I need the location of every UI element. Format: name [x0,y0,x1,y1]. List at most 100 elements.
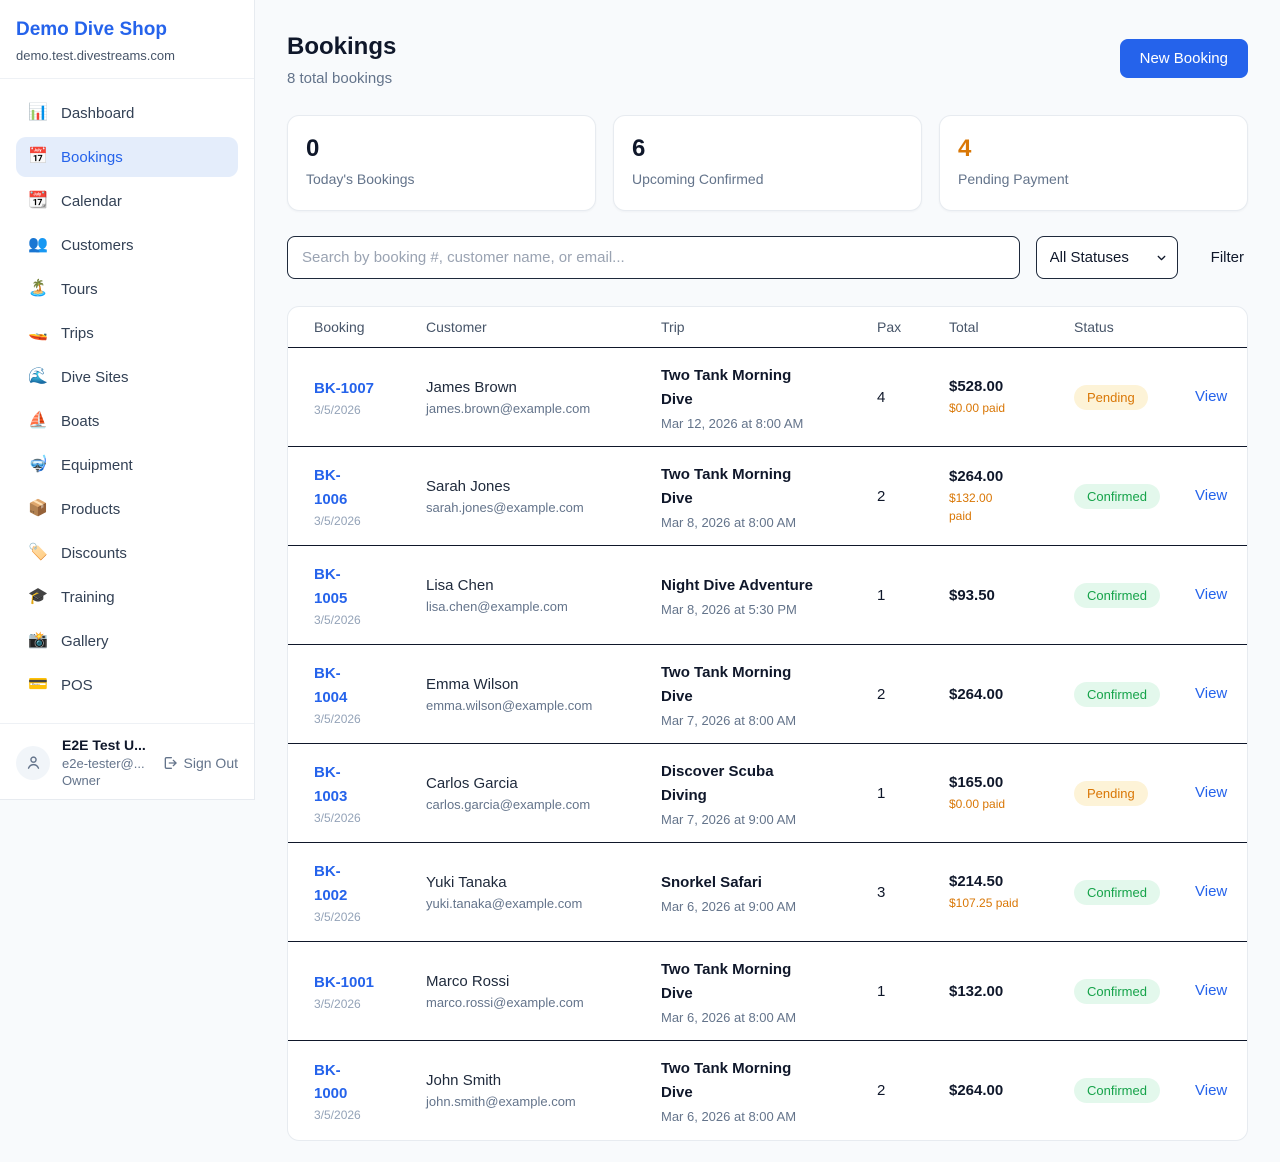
total-amount: $264.00 [949,685,1004,703]
user-email: e2e-tester@... [62,755,145,771]
column-header-customer: Customer [426,319,487,335]
actions-cell: View [1195,388,1231,406]
brand-name: Demo Dive Shop [16,19,167,40]
person-icon [27,756,39,770]
customer-name: Emma Wilson [426,675,519,693]
user-box: E2E Test U... e2e-tester@... Owner Sign … [0,723,254,802]
nav-item-label: Training [61,588,115,606]
trip-name: Two Tank Morning Dive [661,465,792,507]
customer-name: John Smith [426,1072,502,1089]
sidebar-item-boats[interactable]: ⛵ Boats [16,401,238,441]
status-badge: Confirmed [1074,879,1160,905]
pax-cell: 1 [877,784,886,802]
customer-name: Marco Rossi [426,972,510,990]
view-link[interactable]: View [1195,883,1228,900]
total-amount: $214.50 [949,872,1004,890]
sidebar-nav: 📊 Dashboard 📅 Bookings 📆 Calendar 👥 Cust… [0,79,254,723]
booking-cell: BK-1001 3/5/2026 [314,971,426,1011]
trip-cell: Snorkel Safari Mar 6, 2026 at 9:00 AM [661,871,877,914]
sidebar-item-bookings[interactable]: 📅 Bookings [16,137,238,177]
total-cell: $214.50 $107.25 paid [949,873,1074,912]
column-header-booking: Booking [314,319,365,335]
sidebar-item-tours[interactable]: 🏝️ Tours [16,269,238,309]
view-link[interactable]: View [1195,586,1228,603]
view-link[interactable]: View [1195,685,1228,702]
status-select[interactable]: All Statuses [1035,236,1178,279]
booking-date: 3/5/2026 [314,909,361,924]
status-select-wrap: All Statuses [1035,236,1178,279]
table-row: BK- 1000 3/5/2026 John Smith john.smith@… [288,1041,1247,1140]
booking-number-link[interactable]: BK- 1004 [314,665,348,706]
table-row: BK- 1004 3/5/2026 Emma Wilson emma.wilso… [288,645,1247,744]
view-link[interactable]: View [1195,982,1228,999]
pax-cell: 1 [877,586,886,604]
trip-name: Two Tank Morning Dive [661,663,792,705]
booking-cell: BK- 1006 3/5/2026 [314,464,426,528]
booking-date: 3/5/2026 [314,513,361,528]
trip-name: Two Tank Morning Dive [661,366,792,408]
total-amount: $264.00 [949,1082,1004,1099]
stat-card-today-s-bookings: 0 Today's Bookings [287,115,596,211]
booking-number-link[interactable]: BK-1001 [314,973,375,991]
booking-cell: BK- 1003 3/5/2026 [314,761,426,825]
customer-email: lisa.chen@example.com [426,598,568,614]
sidebar-item-dive-sites[interactable]: 🌊 Dive Sites [16,357,238,397]
pax-cell: 3 [877,883,886,901]
speedboat-icon: 🚤 [28,324,48,341]
page-subtitle: 8 total bookings [287,70,393,87]
island-icon: 🏝️ [28,280,48,297]
trip-time: Mar 7, 2026 at 8:00 AM [661,712,797,728]
filter-button[interactable]: Filter [1210,249,1244,266]
nav-item-label: Trips [61,324,94,342]
booking-number-link[interactable]: BK- 1003 [314,764,348,805]
trip-time: Mar 6, 2026 at 9:00 AM [661,898,797,914]
view-link[interactable]: View [1195,388,1228,405]
customer-name: Carlos Garcia [426,774,518,792]
trip-cell: Night Dive Adventure Mar 8, 2026 at 5:30… [661,574,877,617]
sidebar-item-dashboard[interactable]: 📊 Dashboard [16,93,238,133]
brand-domain: demo.test.divestreams.com [16,48,175,63]
column-header-status: Status [1074,319,1114,335]
sidebar-item-training[interactable]: 🎓 Training [16,577,238,617]
nav-item-label: Products [61,500,121,518]
booking-number-link[interactable]: BK-1007 [314,379,375,397]
nav-item-label: Discounts [61,544,127,562]
status-cell: Confirmed [1074,1078,1195,1103]
sign-out-button[interactable]: Sign Out [162,755,238,771]
sidebar-item-products[interactable]: 📦 Products [16,489,238,529]
booking-number-link[interactable]: BK- 1000 [314,1061,348,1102]
new-booking-button[interactable]: New Booking [1119,39,1248,78]
sidebar-item-discounts[interactable]: 🏷️ Discounts [16,533,238,573]
sidebar-item-trips[interactable]: 🚤 Trips [16,313,238,353]
brand-block: Demo Dive Shop demo.test.divestreams.com [0,0,254,79]
stat-value: 0 [306,135,320,162]
customer-name: Yuki Tanaka [426,873,507,891]
trip-time: Mar 12, 2026 at 8:00 AM [661,415,804,431]
pax-cell: 1 [877,982,886,1000]
nav-item-label: Dive Sites [61,368,129,386]
actions-cell: View [1195,685,1231,703]
sidebar-item-equipment[interactable]: 🤿 Equipment [16,445,238,485]
nav-item-label: Tours [61,280,98,298]
booking-number-link[interactable]: BK- 1005 [314,566,348,607]
view-link[interactable]: View [1195,487,1228,504]
sidebar-item-gallery[interactable]: 📸 Gallery [16,621,238,661]
total-cell: $264.00 [949,1082,1074,1099]
view-link[interactable]: View [1195,784,1228,801]
booking-number-link[interactable]: BK- 1002 [314,863,348,904]
status-badge: Pending [1074,384,1148,410]
sidebar-item-pos[interactable]: 💳 POS [16,665,238,705]
total-cell: $93.50 [949,587,1074,604]
actions-cell: View [1195,883,1231,901]
search-input[interactable] [287,236,1020,279]
trip-name: Snorkel Safari [661,873,762,891]
status-cell: Pending [1074,384,1195,410]
view-link[interactable]: View [1195,1081,1228,1099]
sidebar-item-customers[interactable]: 👥 Customers [16,225,238,265]
stat-value: 4 [958,135,972,162]
table-body: BK-1007 3/5/2026 James Brown james.brown… [288,348,1247,1140]
total-cell: $165.00 $0.00 paid [949,774,1074,813]
customer-cell: Lisa Chen lisa.chen@example.com [426,577,661,614]
booking-number-link[interactable]: BK- 1006 [314,467,348,508]
sidebar-item-calendar[interactable]: 📆 Calendar [16,181,238,221]
